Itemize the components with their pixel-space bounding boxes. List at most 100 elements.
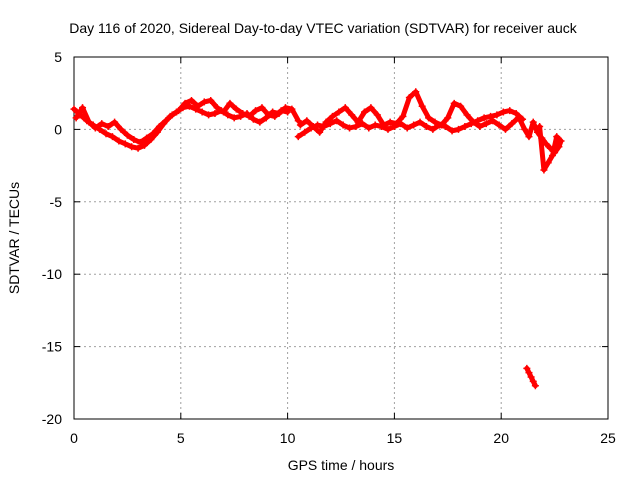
data-point: [205, 111, 213, 119]
data-point: [220, 108, 228, 116]
data-point: [536, 123, 544, 131]
data-point: [529, 377, 537, 385]
data-point: [405, 94, 413, 102]
data-point: [249, 115, 257, 123]
data-point: [284, 108, 292, 116]
data-point: [128, 143, 136, 151]
data-point: [155, 123, 163, 131]
data-point: [162, 117, 170, 125]
y-tick-label: -5: [50, 194, 63, 210]
data-point: [335, 108, 343, 116]
data-points: [70, 88, 565, 390]
x-tick-label: 0: [70, 430, 78, 446]
data-point: [348, 111, 356, 119]
data-point: [469, 118, 477, 126]
data-point: [79, 104, 87, 112]
data-point: [371, 121, 379, 129]
chart-title: Day 116 of 2020, Sidereal Day-to-day VTE…: [69, 20, 578, 36]
data-point: [136, 138, 144, 146]
x-axis-label: GPS time / hours: [288, 457, 395, 473]
data-point: [168, 111, 176, 119]
data-point: [380, 121, 388, 129]
x-tick-label: 25: [600, 430, 616, 446]
data-point: [213, 104, 221, 112]
plot-frame: [73, 56, 609, 420]
data-point: [544, 159, 552, 167]
data-point: [429, 125, 437, 133]
series-track-b: [72, 96, 292, 146]
data-point: [258, 104, 266, 112]
data-point: [461, 123, 469, 131]
data-point: [393, 120, 401, 128]
data-point: [123, 131, 131, 139]
data-point: [149, 130, 157, 138]
data-point: [245, 112, 253, 120]
x-tick-label: 5: [177, 430, 185, 446]
data-point: [501, 125, 509, 133]
data-point: [198, 108, 206, 116]
data-point: [516, 117, 524, 125]
data-point: [523, 364, 531, 372]
data-point: [117, 125, 125, 133]
data-point: [111, 118, 119, 126]
data-point: [480, 114, 488, 122]
data-point: [333, 117, 341, 125]
data-point: [521, 125, 529, 133]
data-point: [277, 107, 285, 115]
data-point: [525, 133, 533, 141]
data-point: [294, 117, 302, 125]
data-point: [288, 105, 296, 113]
data-point: [294, 133, 302, 141]
grid-lines: [74, 57, 608, 419]
data-point: [444, 114, 452, 122]
data-point: [341, 104, 349, 112]
data-point: [98, 120, 106, 128]
y-axis-label: SDTVAR / TECUs: [6, 182, 22, 294]
data-point: [271, 112, 279, 120]
data-point: [346, 124, 354, 132]
data-point: [232, 105, 240, 113]
data-point: [256, 118, 264, 126]
y-tick-label: 0: [54, 121, 62, 137]
data-point: [226, 99, 234, 107]
data-point: [102, 130, 110, 138]
data-point: [546, 144, 554, 152]
data-point: [339, 121, 347, 129]
data-point: [143, 134, 151, 142]
data-point: [181, 99, 189, 107]
data-point: [360, 108, 368, 116]
data-point: [134, 144, 142, 152]
data-point: [448, 127, 456, 135]
y-tick-label: -20: [42, 411, 62, 427]
data-point: [230, 114, 238, 122]
data-point: [373, 111, 381, 119]
data-point: [454, 125, 462, 133]
series-trace: [73, 97, 291, 145]
data-point: [431, 118, 439, 126]
data-point: [264, 111, 272, 119]
data-point: [525, 369, 533, 377]
data-point: [418, 102, 426, 110]
data-point: [200, 98, 208, 106]
data-point: [72, 114, 80, 122]
data-point: [354, 118, 362, 126]
data-point: [352, 123, 360, 131]
data-point: [548, 151, 556, 159]
data-point: [437, 121, 445, 129]
data-point: [224, 111, 232, 119]
series-track-d: [296, 88, 522, 136]
data-point: [482, 120, 490, 128]
data-point: [457, 102, 465, 110]
data-point: [499, 108, 507, 116]
data-point: [531, 382, 539, 390]
data-point: [115, 137, 123, 145]
data-point: [506, 107, 514, 115]
data-point: [303, 117, 311, 125]
data-point: [529, 118, 537, 126]
data-point: [85, 118, 93, 126]
x-tick-label: 15: [387, 430, 403, 446]
data-point: [130, 136, 138, 144]
data-point: [495, 121, 503, 129]
data-point: [322, 118, 330, 126]
